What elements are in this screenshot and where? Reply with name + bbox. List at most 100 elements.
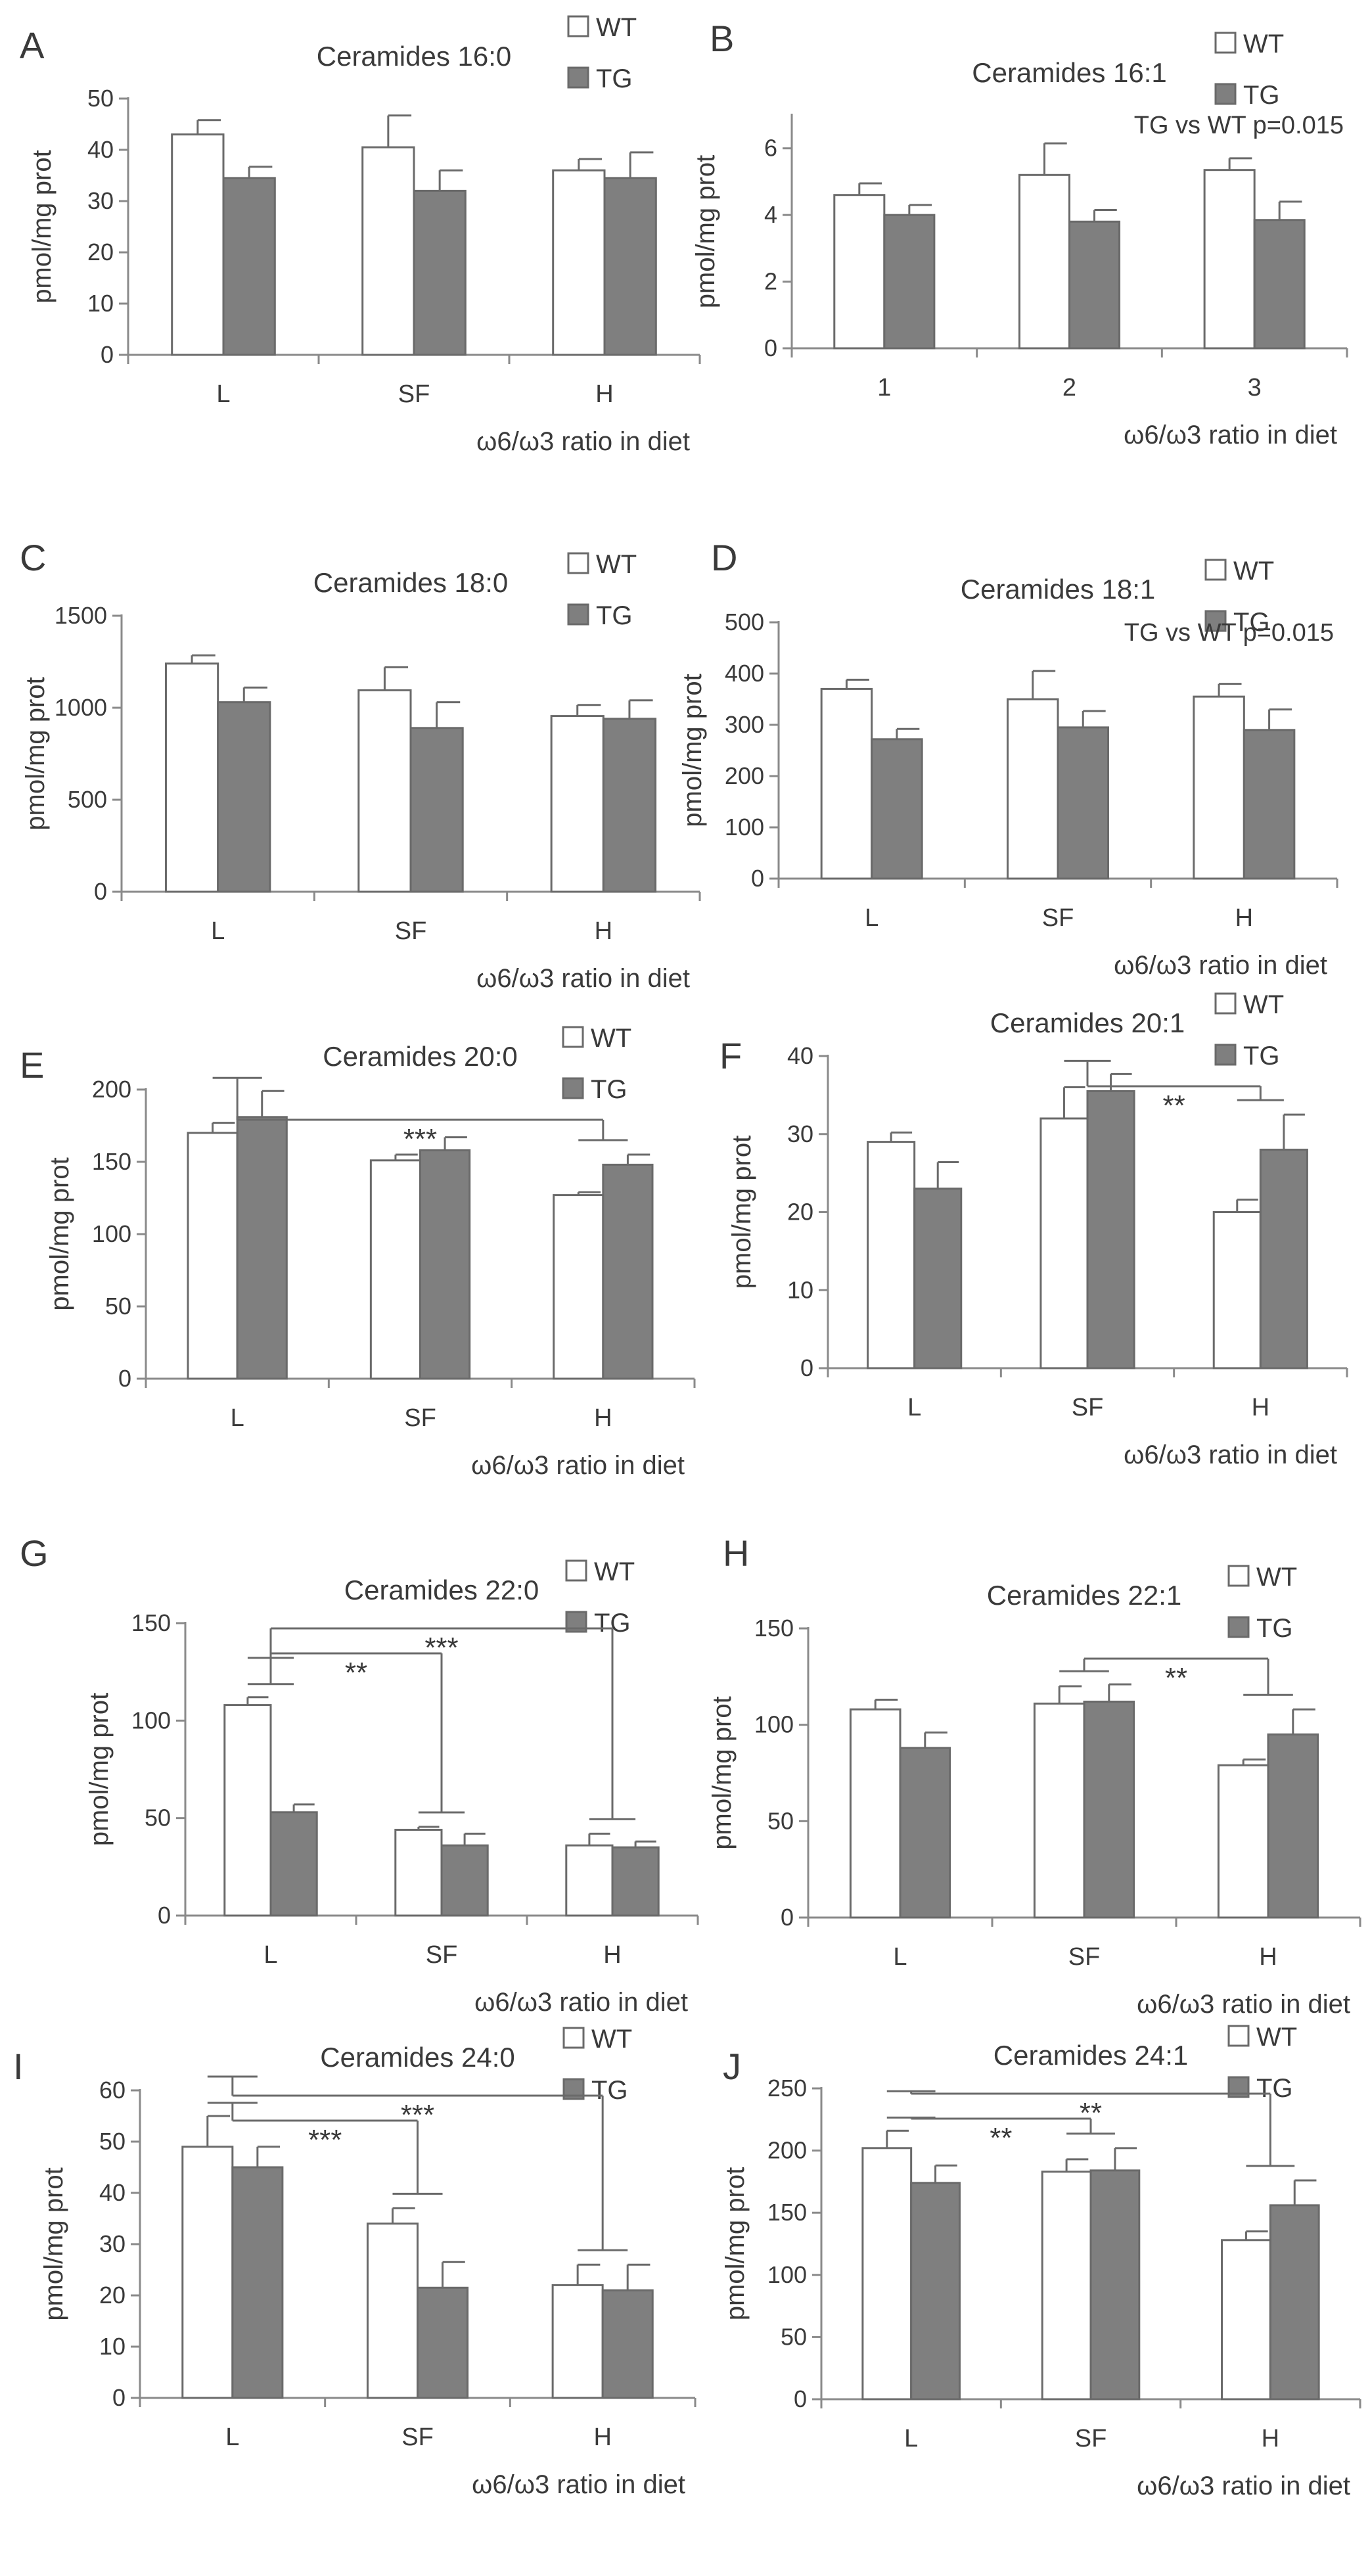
x-tick-label: H [1262, 2425, 1279, 2452]
x-tick-label: H [603, 1941, 621, 1969]
bar-tg-sf [419, 1149, 471, 1380]
chart-title: Ceramides 20:0 [323, 1041, 517, 1072]
legend-swatch-tg [1214, 1044, 1237, 1066]
x-tick-label: SF [1072, 1394, 1104, 1421]
y-tick-label: 100 [767, 2261, 807, 2288]
bar-wt-2 [1018, 173, 1070, 350]
x-tick-label: H [1252, 1394, 1269, 1421]
panel-b: B Ceramides 16:1 0 2 4 6 1 2 3 pmol/mg prot ω6/ω3 … [691, 18, 1348, 449]
x-tick-label: H [1235, 904, 1253, 932]
x-axis-label: ω6/ω3 ratio in diet [471, 1451, 685, 1480]
significance-stars: ** [1165, 1662, 1187, 1694]
bar-wt-sf [366, 2222, 419, 2399]
legend-swatch-tg [562, 1077, 584, 1099]
bar-tg-h [1269, 2204, 1320, 2401]
bar-tg-1 [883, 214, 936, 350]
y-tick-label: 10 [787, 1276, 813, 1303]
significance-stars: ** [345, 1657, 367, 1689]
panel-i: I Ceramides 24:0 0 10 20 30 40 50 60 L SF Hpmol/mg … [13, 2025, 696, 2499]
y-tick-label: 10 [99, 2333, 126, 2360]
bar-wt-h [551, 2284, 604, 2399]
bar-tg-sf [1089, 2169, 1141, 2401]
legend-label-tg: TG [1256, 2074, 1293, 2103]
chart-title: Ceramides 18:0 [313, 567, 508, 598]
bar-wt-l [181, 2146, 234, 2399]
bar-tg-l [217, 701, 271, 893]
legend-swatch-wt [562, 2027, 585, 2049]
x-tick-label: SF [426, 1941, 458, 1969]
y-tick-label: 150 [92, 1148, 131, 1175]
significance-stars: ** [990, 2122, 1012, 2154]
x-tick-label: L [907, 1394, 921, 1421]
y-tick-label: 200 [767, 2137, 807, 2164]
bar-wt-l [171, 133, 225, 356]
x-axis-label: ω6/ω3 ratio in diet [476, 964, 690, 993]
y-axis-label: pmol/mg prot [708, 1696, 737, 1849]
x-axis-label: ω6/ω3 ratio in diet [1137, 2472, 1350, 2500]
x-tick-label: L [263, 1941, 277, 1969]
x-tick-label: SF [1042, 904, 1074, 932]
y-tick-label: 0 [751, 865, 764, 892]
legend-swatch-wt [1227, 1565, 1250, 1587]
legend-label-tg: TG [1243, 1042, 1280, 1070]
bar-wt-sf [1033, 1702, 1085, 1919]
y-tick-label: 500 [725, 609, 764, 635]
x-tick-label: L [231, 1404, 244, 1432]
x-tick-label: 1 [877, 374, 891, 402]
panel-letter: B [710, 18, 734, 59]
y-tick-label: 0 [764, 334, 777, 361]
chart-title: Ceramides 22:0 [344, 1575, 539, 1605]
bar-tg-sf [440, 1844, 489, 1917]
legend-swatch-wt [1204, 559, 1227, 581]
legend-label-wt: WT [1256, 2023, 1297, 2052]
panel-letter: J [723, 2046, 741, 2087]
y-tick-label: 0 [118, 1365, 131, 1392]
y-tick-label: 50 [781, 2323, 807, 2350]
y-tick-label: 200 [92, 1076, 131, 1103]
bar-tg-sf [409, 727, 464, 893]
bar-wt-h [1212, 1211, 1262, 1369]
stat-annotation: TG vs WT p=0.015 [1124, 619, 1334, 647]
significance-stars: *** [403, 1123, 437, 1155]
y-tick-label: 4 [764, 201, 777, 228]
bar-tg-h [602, 1163, 654, 1380]
y-tick-label: 0 [800, 1354, 813, 1381]
legend-swatch-tg [567, 603, 589, 626]
legend-swatch-tg [1214, 83, 1237, 105]
bar-tg-l [236, 1116, 288, 1380]
x-axis-label: ω6/ω3 ratio in diet [1124, 1440, 1337, 1469]
bar-tg-h [1243, 729, 1296, 880]
bar-wt-sf [1007, 698, 1059, 880]
legend-label-wt: WT [596, 550, 637, 579]
significance-bracket: ** [1059, 1657, 1293, 1696]
bar-wt-sf [357, 689, 412, 893]
y-tick-label: 500 [68, 786, 107, 813]
panel-j: J Ceramides 24:1 0 50 100 150 200 250 L SF Hpmol/m… [721, 2023, 1361, 2500]
y-tick-label: 100 [725, 814, 764, 840]
significance-bracket: ** [886, 2116, 1115, 2154]
y-tick-label: 10 [87, 290, 114, 317]
y-tick-label: 100 [754, 1711, 794, 1738]
chart-title: Ceramides 18:1 [961, 574, 1155, 605]
panel-letter: E [20, 1044, 44, 1086]
significance-bracket: *** [207, 2102, 443, 2195]
legend-label-wt: WT [1256, 1563, 1297, 1592]
significance-stars: *** [308, 2124, 342, 2156]
bar-wt-h [552, 169, 606, 356]
bar-tg-h [1267, 1733, 1319, 1919]
bar-tg-l [222, 177, 276, 356]
y-tick-label: 60 [99, 2077, 126, 2104]
bar-wt-l [867, 1141, 916, 1369]
x-tick-label: L [893, 1943, 907, 1971]
stat-annotation: TG vs WT p=0.015 [1134, 112, 1344, 139]
x-tick-label: H [1259, 1943, 1277, 1971]
x-tick-label: SF [395, 917, 427, 945]
bar-tg-h [602, 718, 657, 893]
panel-letter: C [20, 537, 46, 578]
panel-d: D Ceramides 18:1 0 100 200 300 400 500 L SF Hpmol/… [678, 537, 1338, 980]
y-tick-label: 250 [767, 2075, 807, 2102]
legend-label-wt: WT [1243, 30, 1284, 58]
